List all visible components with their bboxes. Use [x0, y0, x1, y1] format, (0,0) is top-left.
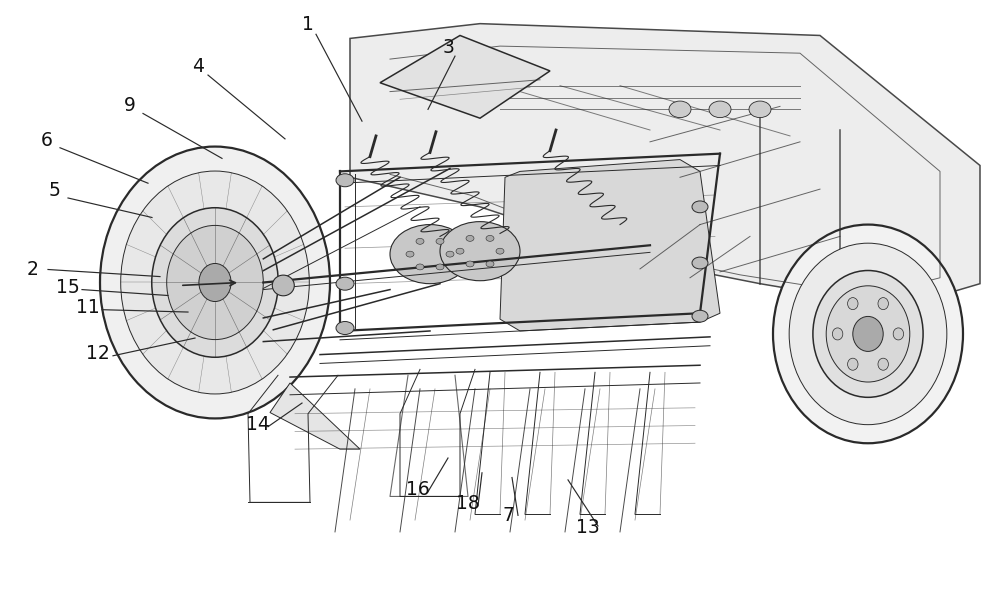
- Ellipse shape: [466, 261, 474, 267]
- Ellipse shape: [878, 298, 888, 310]
- Ellipse shape: [272, 275, 294, 296]
- Ellipse shape: [692, 310, 708, 322]
- Polygon shape: [270, 383, 360, 449]
- Text: 7: 7: [502, 506, 514, 525]
- Text: 2: 2: [27, 260, 39, 279]
- Ellipse shape: [692, 201, 708, 213]
- Ellipse shape: [813, 271, 923, 397]
- Ellipse shape: [436, 238, 444, 244]
- Ellipse shape: [709, 101, 731, 118]
- Text: 5: 5: [49, 181, 61, 200]
- Ellipse shape: [456, 248, 464, 254]
- Ellipse shape: [893, 328, 904, 340]
- Ellipse shape: [390, 225, 470, 284]
- Ellipse shape: [152, 208, 278, 357]
- Ellipse shape: [832, 328, 843, 340]
- Text: 15: 15: [56, 278, 80, 297]
- Polygon shape: [380, 35, 550, 118]
- Ellipse shape: [199, 264, 231, 301]
- Ellipse shape: [416, 264, 424, 270]
- Text: 12: 12: [86, 344, 110, 363]
- Text: 1: 1: [302, 15, 314, 34]
- Polygon shape: [350, 24, 980, 307]
- Ellipse shape: [749, 101, 771, 118]
- Text: 9: 9: [124, 96, 136, 115]
- Ellipse shape: [878, 358, 888, 370]
- Ellipse shape: [406, 251, 414, 257]
- Ellipse shape: [100, 147, 330, 418]
- Ellipse shape: [336, 322, 354, 335]
- Ellipse shape: [853, 316, 883, 352]
- Ellipse shape: [848, 298, 858, 310]
- Text: 11: 11: [76, 298, 100, 317]
- Polygon shape: [500, 160, 720, 331]
- Text: 14: 14: [246, 415, 270, 434]
- Ellipse shape: [436, 264, 444, 270]
- Text: 3: 3: [442, 38, 454, 57]
- Ellipse shape: [440, 222, 520, 281]
- Ellipse shape: [692, 257, 708, 269]
- Ellipse shape: [773, 225, 963, 443]
- Ellipse shape: [167, 225, 263, 340]
- Text: 18: 18: [456, 494, 480, 513]
- Text: 16: 16: [406, 480, 430, 499]
- Ellipse shape: [336, 174, 354, 187]
- Ellipse shape: [446, 251, 454, 257]
- Text: 6: 6: [41, 131, 53, 150]
- Ellipse shape: [669, 101, 691, 118]
- Ellipse shape: [826, 286, 910, 382]
- Ellipse shape: [336, 277, 354, 290]
- Ellipse shape: [789, 243, 947, 425]
- Text: 4: 4: [192, 57, 204, 76]
- Ellipse shape: [466, 235, 474, 241]
- Ellipse shape: [848, 358, 858, 370]
- Ellipse shape: [496, 248, 504, 254]
- Ellipse shape: [416, 238, 424, 244]
- Ellipse shape: [486, 235, 494, 241]
- Ellipse shape: [121, 171, 309, 394]
- Ellipse shape: [486, 261, 494, 267]
- Text: 13: 13: [576, 518, 600, 537]
